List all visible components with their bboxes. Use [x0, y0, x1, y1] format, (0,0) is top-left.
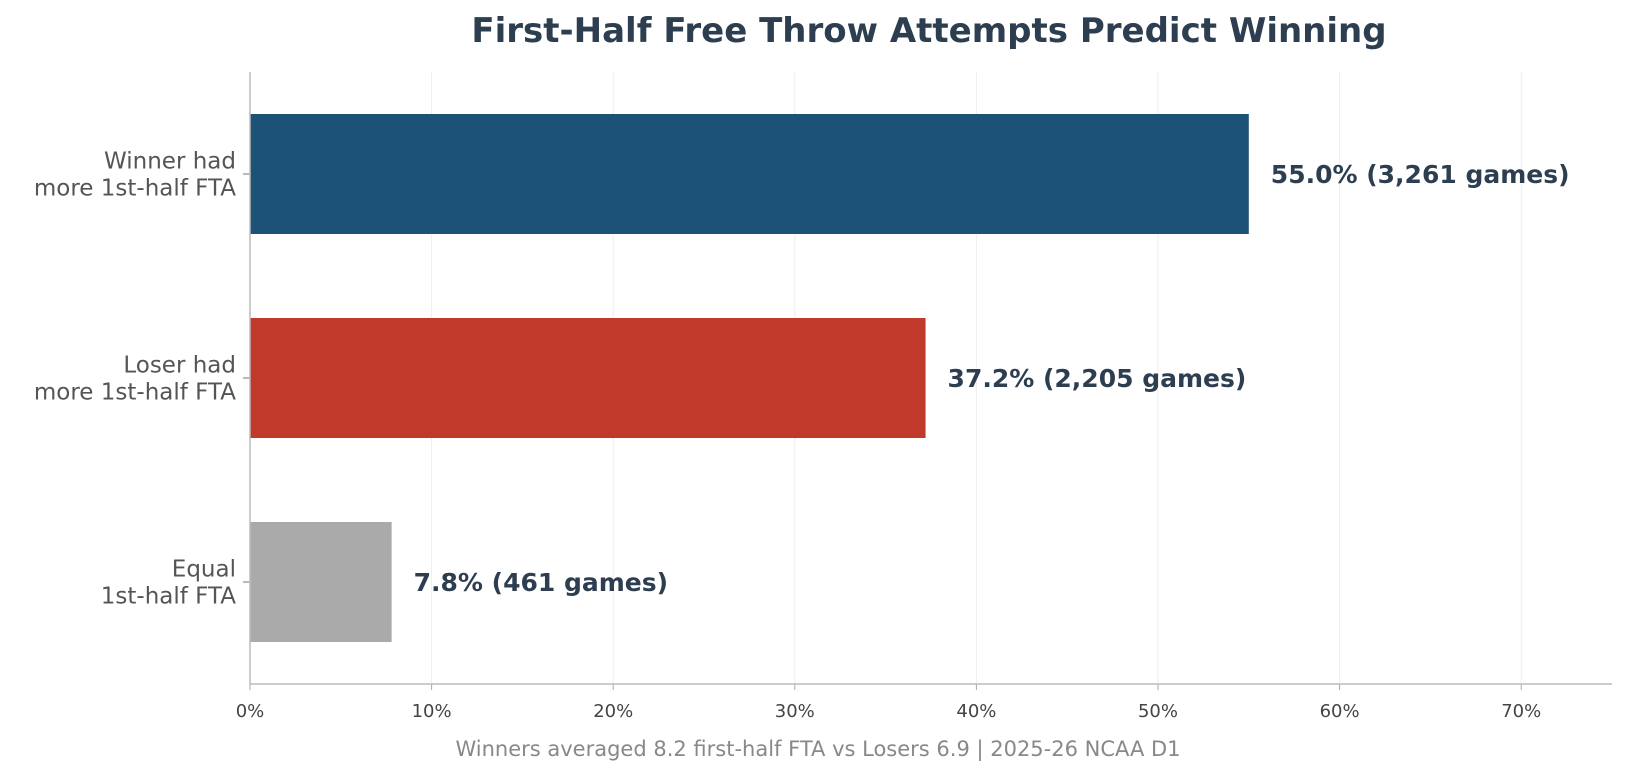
bar	[250, 318, 926, 438]
category-label-line: 1st-half FTA	[101, 584, 236, 610]
chart-subtitle: Winners averaged 8.2 first-half FTA vs L…	[455, 737, 1180, 762]
axes	[243, 72, 1612, 690]
labels: 0% 10% 20% 30% 40% 50% 60% 70%Winner had more 1s…	[34, 149, 1570, 723]
category-label: Winner had more 1st-half FTA	[34, 149, 236, 202]
category-label-line: more 1st-half FTA	[34, 380, 236, 406]
chart-title: First-Half Free Throw Attempts Predict W…	[471, 11, 1386, 51]
x-tick-label: 70%	[1501, 701, 1541, 722]
x-tick-label: 60%	[1320, 701, 1360, 722]
category-label-line: Equal	[172, 557, 236, 583]
bar	[250, 522, 392, 642]
category-label: Equal 1st-half FTA	[101, 557, 236, 610]
x-tick-label: 40%	[956, 701, 996, 722]
category-label: Loser had more 1st-half FTA	[34, 353, 236, 406]
category-label-line: Loser had	[123, 353, 236, 379]
data-label: 7.8% (461 games)	[414, 568, 668, 597]
x-tick-label: 30%	[775, 701, 815, 722]
category-label-line: more 1st-half FTA	[34, 176, 236, 202]
x-tick-label: 10%	[412, 701, 452, 722]
category-label-line: Winner had	[104, 149, 236, 175]
data-label: 55.0% (3,261 games)	[1271, 160, 1570, 189]
x-tick-label: 50%	[1138, 701, 1178, 722]
bars	[250, 114, 1249, 642]
data-label: 37.2% (2,205 games)	[948, 364, 1247, 393]
x-tick-label: 20%	[593, 701, 633, 722]
x-tick-label: 0%	[236, 701, 265, 722]
bar	[250, 114, 1249, 234]
